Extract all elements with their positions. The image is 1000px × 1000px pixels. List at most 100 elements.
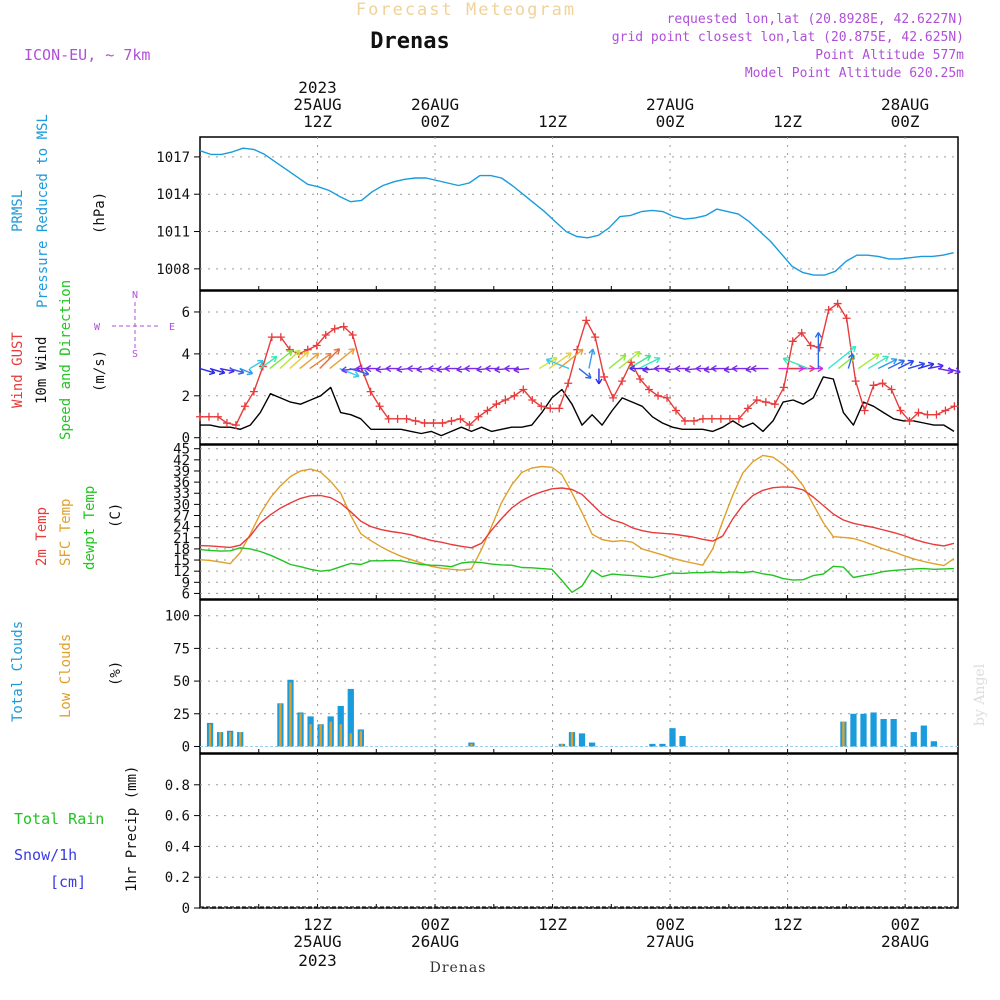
wind-arrow-head [782,356,790,364]
compass-n: N [132,290,138,301]
low-cloud-bar [560,743,564,747]
wind-gust-label: Wind GUST [10,332,26,408]
temp-ytick-label: 18 [173,542,190,558]
wind-arrow-head [355,364,362,373]
gust-marker [196,412,204,421]
wind-arrow-head [504,364,511,373]
gust-marker [833,299,842,308]
temp-ytick-label: 9 [182,575,190,591]
bottom-time-label: 12Z [303,915,332,934]
wind-arrow-head [396,365,403,373]
bottom-location: Drenas [430,960,487,976]
wind-speed-line [200,376,955,437]
precip-ytick-label: 0.8 [165,778,190,794]
total-cloud-bar [920,725,927,747]
gust-marker [330,324,339,333]
wind-arrow-head [545,357,553,365]
gust-marker [636,375,645,384]
gust-marker [474,412,483,421]
grid-point-coords: grid point closest lon,lat (20.875E, 42.… [612,30,964,45]
gust-marker [752,395,761,404]
prmsl-label: PRMSL [10,190,26,232]
temp-ytick-label: 6 [182,586,190,602]
gust-marker [743,404,752,413]
point-altitude: Point Altitude 577m [815,48,964,63]
wind-arrow-head [745,365,752,373]
total-cloud-bar [347,688,354,747]
requested-coords: requested lon,lat (20.8928E, 42.6227N) [667,12,964,27]
wind-arrow-head [723,365,730,374]
low-cloud-bar [470,743,473,747]
precip-ytick-label: 0.4 [165,839,190,855]
gust-marker [393,414,402,423]
bottom-time-label: 00Z [421,915,450,934]
wind-arrow-head [271,355,278,363]
total-cloud-bar [880,719,887,747]
total-cloud-bar [860,713,867,747]
wind-arrow [867,355,889,370]
gust-marker [321,331,330,340]
gust-marker [806,341,815,350]
gust-marker [582,316,591,325]
wind-arrow-head [362,369,370,377]
temp-ytick-label: 45 [173,442,190,458]
low-cloud-bar [842,721,845,747]
gust-marker [501,395,510,404]
low-cloud-bar [329,721,332,747]
wind-arrow-head [286,349,294,357]
wind-arrow-head [882,355,890,362]
gust-marker [716,414,725,423]
gust-marker [654,391,663,400]
gust-marker [213,412,222,421]
temp-ytick-label: 30 [173,497,190,513]
wind-ytick-label: 2 [182,389,190,405]
top-time-label: 25AUG [293,95,341,114]
wind-arrow-head [246,368,254,376]
gust-marker [824,305,833,314]
wind-arrow [329,348,355,370]
gust-marker [689,416,698,425]
bottom-time-label: 28AUG [881,932,929,951]
temp-2m-label: 2m Temp [34,507,50,566]
wind-arrow [249,360,264,370]
temp-ytick-label: 39 [173,464,190,480]
wind-arrow-head [890,358,898,365]
wind-arrow-head [565,352,572,359]
clouds-frame [199,599,959,754]
location-title: Drenas [370,29,449,54]
low-cloud-bar [319,724,322,747]
gust-marker [510,391,519,400]
wind-arrow [239,367,253,375]
gust-marker [429,419,438,428]
low-cloud-bar [299,713,302,747]
wind-arrow [259,356,278,370]
sfc-temp-line [199,454,955,571]
wind-arrow-head [595,378,603,385]
low-cloud-bar [309,724,312,747]
gust-marker [447,416,456,425]
compass-rose: N S W E [94,290,175,360]
total-clouds-label: Total Clouds [10,621,26,722]
wind-arrow-head [907,359,915,367]
temp-ytick-label: 33 [173,486,190,502]
wind-arrow [219,367,235,373]
wind-arrow [289,351,310,370]
top-time-label: 26AUG [411,95,459,114]
low-cloud-bar [359,730,363,747]
wind-ytick-label: 4 [182,347,190,363]
precip-ytick-label: 0.2 [165,870,190,886]
clouds-ytick-label: 0 [182,739,190,755]
wind-arrow [416,367,430,371]
gust-marker [384,414,393,423]
bottom-time-label: 25AUG [293,932,341,951]
gust-marker [950,402,959,411]
top-time-label: 27AUG [646,95,694,114]
gust-marker [339,322,348,331]
gust-marker [537,402,546,411]
wind-arrow-head [476,365,483,373]
wind-arrow-head [585,372,592,379]
compass-e: E [169,322,175,333]
compass-w: W [94,322,101,333]
clouds-panel: 0 25 50 75 100 [165,599,959,755]
